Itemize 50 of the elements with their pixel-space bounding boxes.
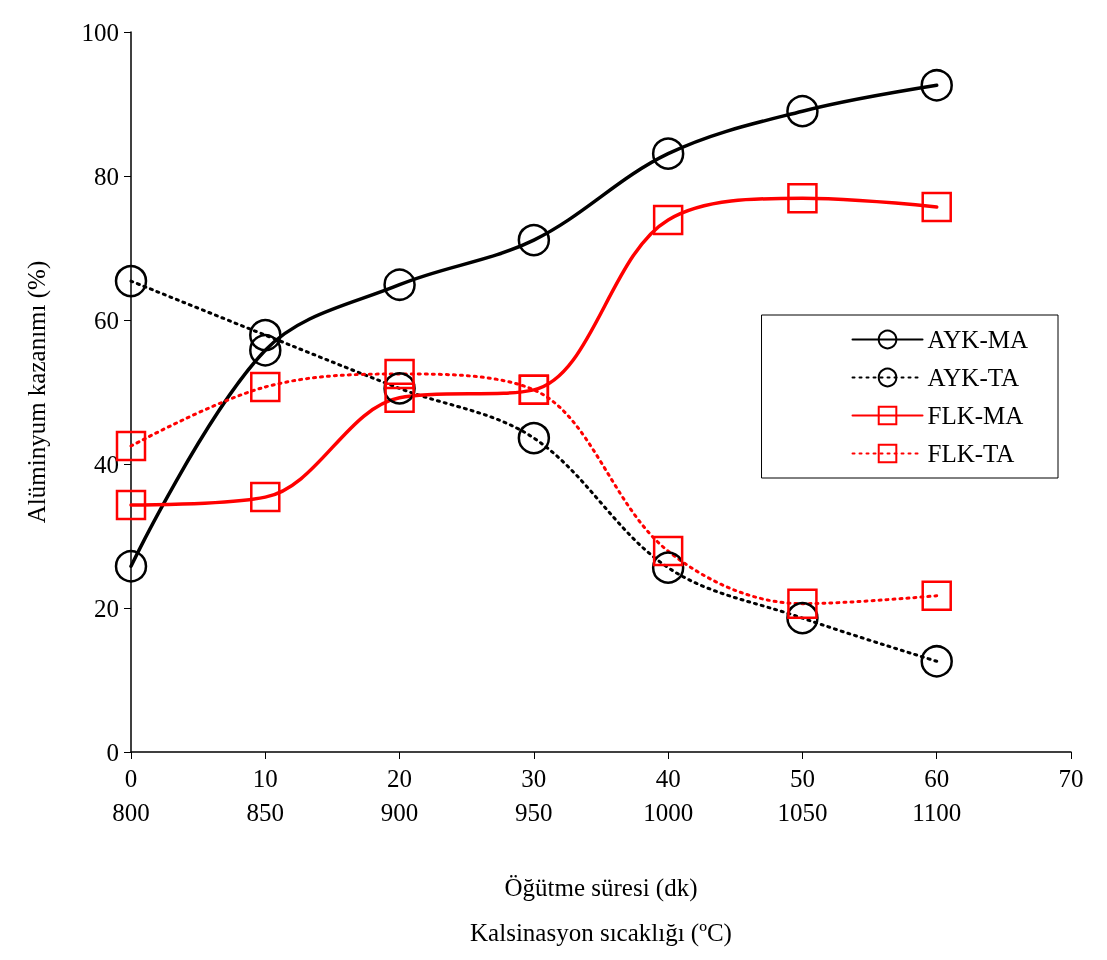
point	[787, 183, 818, 214]
x-tick-label: 70	[1058, 765, 1084, 792]
x2-tick-label: 900	[380, 799, 419, 826]
legend-label: AYK-MA	[927, 326, 1029, 353]
point	[651, 137, 685, 170]
x-tick-label: 10	[252, 765, 278, 792]
legend-label: FLK-TA	[927, 440, 1015, 467]
y-axis-title: Alüminyum kazanımı (%)	[23, 260, 51, 524]
y-tick-label: 80	[94, 162, 119, 190]
x-tick-label: 0	[124, 765, 138, 792]
x-tick-label: 50	[789, 765, 815, 792]
legend-label: AYK-TA	[927, 364, 1020, 391]
x-tick-label: 40	[655, 765, 681, 792]
point	[114, 550, 148, 583]
point	[517, 223, 551, 257]
x2-tick-label: 800	[112, 799, 150, 826]
point	[787, 588, 818, 619]
x-tick-label: 60	[924, 765, 950, 792]
x-tick-label: 20	[387, 765, 413, 792]
y-tick-label: 20	[94, 594, 119, 622]
y-tick-label: 100	[81, 18, 119, 46]
y-tick-label: 60	[94, 306, 119, 334]
point	[383, 268, 416, 301]
x2-tick-label: 950	[515, 799, 553, 826]
point	[249, 334, 282, 367]
x2-tick-label: 850	[246, 799, 285, 826]
point	[250, 371, 281, 403]
legend-label: FLK-MA	[927, 402, 1024, 429]
point	[115, 489, 147, 521]
x2-tick-label: 1100	[912, 799, 962, 826]
x-tick-label: 30	[521, 765, 547, 792]
point	[921, 191, 952, 223]
point	[786, 94, 819, 128]
point	[250, 481, 281, 513]
x2-tick-label: 1000	[643, 799, 694, 826]
point	[249, 318, 282, 352]
point	[920, 69, 953, 102]
x-axis-title: Öğütme süresi (dk)	[504, 874, 698, 902]
x2-axis-title: Kalsinasyon sıcaklığı (ºC)	[470, 919, 732, 947]
x2-tick-label: 1050	[777, 799, 828, 826]
point	[384, 358, 415, 390]
point	[652, 535, 684, 567]
y-tick-label: 40	[94, 450, 119, 478]
point	[652, 204, 684, 236]
point	[920, 645, 953, 678]
point	[114, 264, 148, 298]
y-tick-label: 0	[106, 738, 119, 766]
point	[384, 382, 415, 414]
point	[921, 580, 952, 612]
point	[517, 421, 551, 455]
